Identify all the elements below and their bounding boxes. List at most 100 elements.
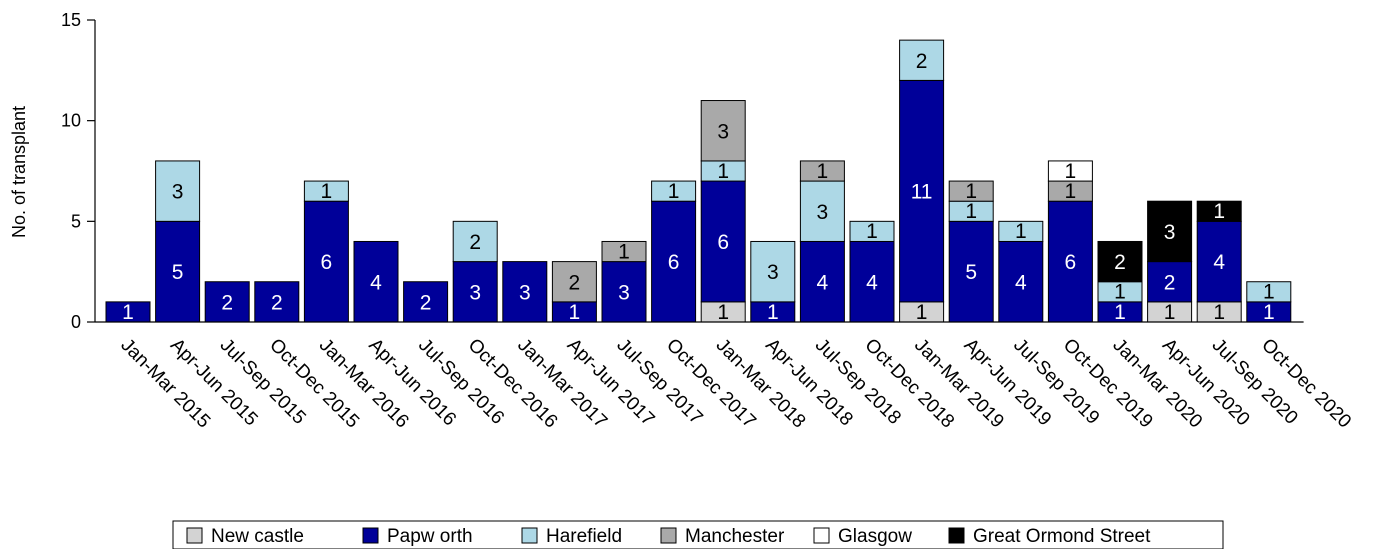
bar-stack: 4 3 1	[799, 160, 845, 323]
bar-segment	[899, 39, 945, 81]
bar-stack: 1 4 1	[1196, 200, 1242, 324]
bar-value-label: 2	[1164, 271, 1176, 294]
bar-value-label: 1	[1114, 281, 1126, 304]
bar-segment	[849, 220, 895, 242]
legend-swatch	[521, 527, 538, 544]
bar-value-label: 1	[1114, 301, 1126, 324]
bar-value-label: 1	[321, 180, 333, 203]
bar-segment	[700, 180, 746, 303]
y-axis: 0 5 10 15	[61, 10, 96, 332]
bar-segment	[353, 240, 399, 323]
legend-item: Glasgow	[813, 526, 912, 547]
legend-label: Papw orth	[387, 526, 473, 547]
bar-value-label: 4	[866, 271, 878, 294]
bar-stack: 1 2 3	[1147, 200, 1193, 324]
legend-label: Harefield	[546, 526, 622, 547]
legend-item: Papw orth	[362, 526, 473, 547]
bar-segment	[452, 220, 498, 263]
bar-stack: 61	[651, 180, 697, 323]
y-axis-title: No. of transplant	[9, 106, 29, 238]
bar-segment	[1097, 240, 1143, 283]
bar-segment	[651, 180, 697, 202]
bar-segment	[601, 240, 647, 263]
bar-value-label: 2	[420, 291, 432, 314]
bar-segment	[899, 79, 945, 303]
bar-value-label: 1	[1263, 281, 1275, 304]
legend-label: New castle	[211, 526, 304, 547]
bar-segment	[849, 240, 895, 323]
bar-segment	[551, 261, 597, 303]
legend-swatch	[948, 527, 965, 544]
bar-segment	[1246, 281, 1292, 303]
legend-label: Glasgow	[838, 526, 912, 547]
bar-value-label: 1	[1213, 200, 1225, 223]
bar-value-label: 2	[469, 231, 481, 254]
bar-value-label: 2	[221, 291, 233, 314]
legend-item: Harefield	[521, 526, 622, 547]
bar-value-label: 3	[767, 261, 779, 284]
bar-value-label: 4	[1213, 251, 1225, 274]
bar-stack: 11	[1246, 281, 1292, 324]
y-tick-label: 15	[61, 10, 81, 30]
bar-stack: 2	[403, 281, 449, 323]
bar-segment	[204, 281, 250, 323]
bar-segment	[998, 220, 1044, 242]
bar-segment	[799, 180, 845, 242]
bar-stack: 12	[551, 261, 597, 324]
bar-value-label: 1	[916, 301, 928, 324]
bar-value-label: 3	[1164, 221, 1176, 244]
bar-value-label: 1	[767, 301, 779, 324]
bar-value-label: 2	[271, 291, 283, 314]
bar-value-label: 5	[965, 261, 977, 284]
bar-value-label: 6	[668, 251, 680, 274]
bar-value-label: 4	[1015, 271, 1027, 294]
bar-value-label: 1	[717, 160, 729, 183]
bar-segment	[700, 100, 746, 162]
bar-segment	[651, 200, 697, 323]
bar-segment	[1047, 200, 1093, 323]
bar-value-label: 3	[172, 181, 184, 204]
bar-value-label: 3	[519, 281, 531, 304]
y-tick-label: 10	[61, 111, 81, 131]
bar-value-label: 1	[1065, 180, 1077, 203]
x-tick-label: Jan-Mar 2015	[116, 335, 214, 433]
y-tick-label: 0	[71, 312, 81, 332]
legend-item: Great Ormond Street	[948, 526, 1151, 547]
bar-value-label: 4	[817, 271, 829, 294]
y-tick-label: 5	[71, 211, 81, 231]
bar-value-label: 3	[618, 281, 630, 304]
legend-swatch	[186, 527, 203, 544]
legend-item: Manchester	[660, 526, 785, 547]
bar-value-label: 4	[370, 271, 382, 294]
bar-value-label: 11	[911, 181, 933, 204]
legend-box	[172, 520, 1224, 549]
bar-value-label: 1	[1213, 301, 1225, 324]
bar-segment	[1147, 200, 1193, 263]
bar-value-label: 6	[1065, 251, 1077, 274]
bar-stack: 3	[502, 261, 548, 323]
bar-segment	[502, 261, 548, 323]
legend-label: Manchester	[685, 526, 785, 547]
bar-value-label: 5	[172, 261, 184, 284]
bar-segment	[1196, 200, 1242, 222]
bar-segment	[155, 160, 201, 222]
bar-value-label: 1	[1164, 301, 1176, 324]
bar-segment	[948, 180, 994, 202]
bar-value-label: 2	[916, 50, 928, 73]
bar-stack: 31	[601, 240, 647, 323]
bar-value-label: 3	[717, 120, 729, 143]
bar-value-label: 3	[817, 201, 829, 224]
bar-stack: 4	[353, 240, 399, 323]
legend: New castle Papw orth Harefield Manchester Gl…	[172, 520, 1224, 549]
bar-value-label: 1	[965, 180, 977, 203]
bar-segment	[303, 180, 349, 202]
bar-stack: 5 11	[948, 180, 994, 323]
bar-segment	[1047, 160, 1093, 182]
bar-value-label: 1	[866, 220, 878, 243]
bar-segment	[799, 160, 845, 182]
bar-value-label: 6	[717, 231, 729, 254]
